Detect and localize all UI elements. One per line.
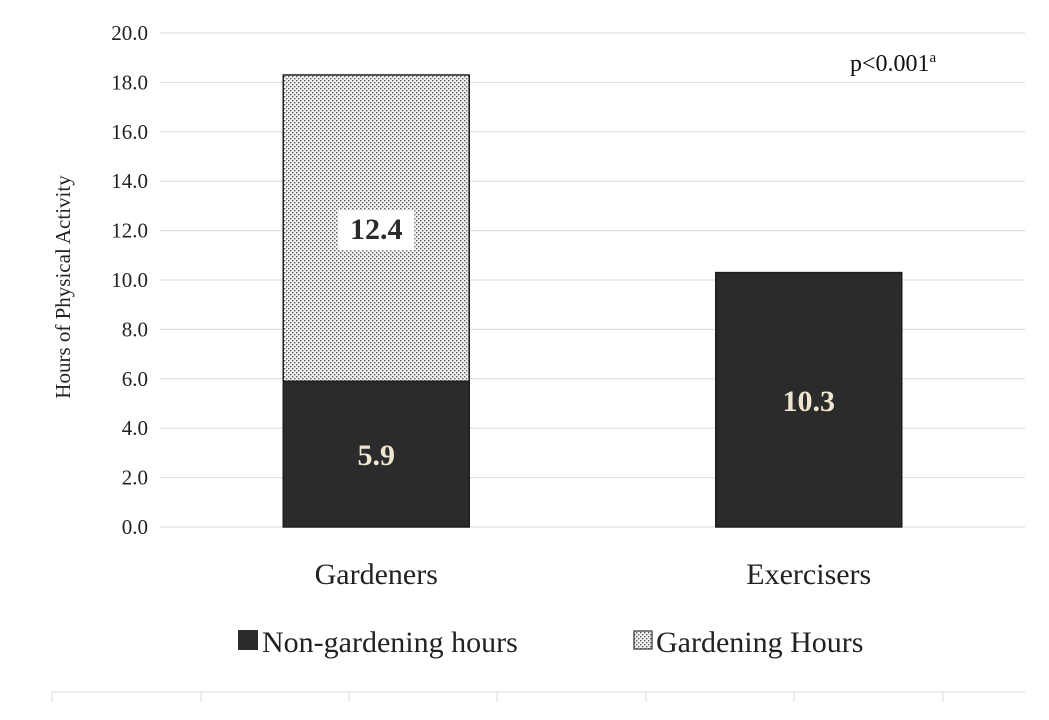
data-label: 10.3 <box>783 385 836 418</box>
bar-exercisers-non-gardening-hours <box>715 271 903 528</box>
legend-swatch-gardening <box>633 630 653 650</box>
p-value-text: p<0.001 <box>850 51 930 77</box>
legend: Non-gardening hours Gardening Hours <box>238 626 863 659</box>
bars <box>282 74 903 528</box>
y-tick-label: 16.0 <box>111 120 148 144</box>
y-tick-label: 6.0 <box>122 367 148 391</box>
data-label: 5.9 <box>358 439 396 472</box>
x-category-label: Exercisers <box>746 558 871 591</box>
y-axis-ticks: 0.0 2.0 4.0 6.0 8.0 10.0 12.0 14.0 16.0 18.0 20.0 <box>111 21 148 539</box>
y-tick-label: 2.0 <box>122 466 148 490</box>
y-tick-label: 4.0 <box>122 416 148 440</box>
p-value-superscript: a <box>930 50 937 66</box>
data-label-background <box>338 210 415 251</box>
y-tick-label: 20.0 <box>111 21 148 45</box>
bar-gardeners-non-gardening-hours <box>282 380 470 528</box>
y-tick-label: 12.0 <box>111 219 148 243</box>
y-tick-label: 8.0 <box>122 317 148 341</box>
y-tick-label: 14.0 <box>111 169 148 193</box>
legend-label-non-gardening: Non-gardening hours <box>262 626 518 659</box>
y-tick-label: 18.0 <box>111 70 148 94</box>
legend-swatch-non-gardening <box>238 630 258 650</box>
x-category-label: Gardeners <box>315 558 438 591</box>
data-labels: 5.9 12.4 10.3 <box>338 210 835 472</box>
p-value-annotation: p<0.001a <box>850 50 937 77</box>
y-axis-label: Hours of Physical Activity <box>51 175 75 399</box>
x-axis-categories: Gardeners Exercisers <box>315 558 872 591</box>
data-label: 12.4 <box>350 213 403 246</box>
y-tick-label: 0.0 <box>122 515 148 539</box>
bottom-axis-decoration <box>51 691 1025 702</box>
legend-label-gardening: Gardening Hours <box>656 626 863 659</box>
y-tick-label: 10.0 <box>111 268 148 292</box>
